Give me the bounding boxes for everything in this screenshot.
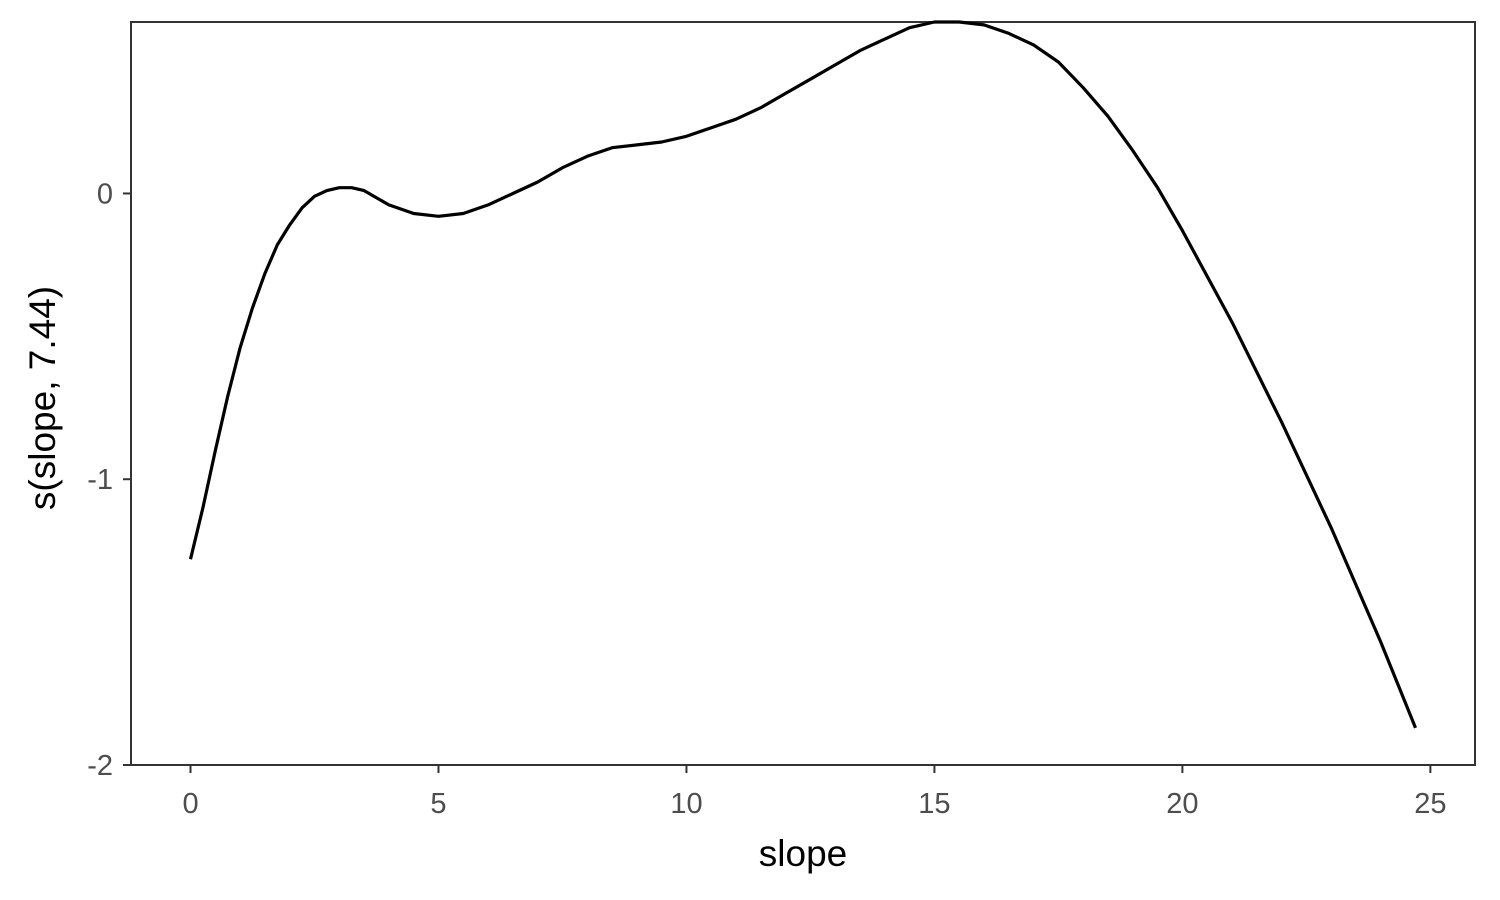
- y-tick-label: -1: [87, 464, 113, 496]
- plot-panel: [130, 21, 1476, 766]
- y-tick-label: -2: [87, 750, 113, 782]
- x-tick-label: 15: [918, 788, 950, 820]
- y-axis: -2 -1 0: [87, 178, 131, 782]
- x-axis: 0 5 10 15 20 25: [182, 765, 1446, 820]
- y-tick-label: 0: [97, 178, 113, 210]
- series-layer: [188, 20, 1417, 729]
- x-tick-label: 5: [430, 788, 446, 820]
- x-tick-label: 10: [670, 788, 702, 820]
- x-tick-label: 0: [182, 788, 198, 820]
- y-axis-title: s(slope, 7.44): [22, 286, 63, 510]
- x-tick-label: 25: [1414, 788, 1446, 820]
- smooth-curve-line: [188, 20, 1417, 729]
- x-axis-title: slope: [759, 833, 847, 874]
- x-tick-label: 20: [1166, 788, 1198, 820]
